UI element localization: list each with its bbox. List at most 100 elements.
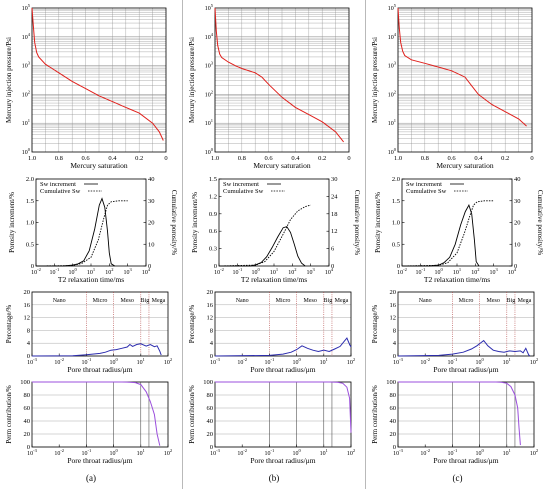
y-left-tick-label: 0.9 xyxy=(209,211,217,218)
y-tick-label: 4 xyxy=(27,340,31,347)
panel-label: (c) xyxy=(452,473,463,483)
x-tick-label: 10-2 xyxy=(54,448,64,457)
x-tick-label: 0.6 xyxy=(265,155,274,162)
x-tick-label: 104 xyxy=(508,267,517,276)
y-axis-title: Perm contribution/% xyxy=(371,385,379,444)
x-tick-label: 0.2 xyxy=(318,155,326,162)
legend-label-sw-increment: Sw increment xyxy=(223,181,259,188)
x-axis-title: T2 relaxation time/ms xyxy=(58,275,124,284)
x-tick-label: 10-2 xyxy=(31,267,41,276)
x-tick-label: 10-1 xyxy=(232,267,242,276)
panel-c: (c) 1.0 0.8 0.6 0.4 0.2 0 100 101 102 103 104 105 Me… xyxy=(366,0,549,489)
y-left-tick-label: 1.5 xyxy=(26,198,34,205)
x-tick-label: 0.2 xyxy=(135,155,143,162)
x-axis-title: T2 relaxation time/ms xyxy=(241,275,307,284)
pore-class-label: Big xyxy=(324,298,333,304)
x-tick-label: 10-2 xyxy=(237,357,247,366)
y-tick-label: 102 xyxy=(205,89,213,98)
y-left-tick-label: 1.5 xyxy=(209,176,217,183)
x-tick-label: 100 xyxy=(292,357,301,366)
y-tick-label: 104 xyxy=(22,32,31,41)
perm-contribution-curve xyxy=(398,381,521,446)
y-right-axis-title: Cumulative porosity/% xyxy=(170,190,178,255)
x-tick-label: 104 xyxy=(325,267,334,276)
panel-a: (a) 1.0 0.8 0.6 0.4 0.2 0 100 101 102 103 104 105 Me… xyxy=(0,0,183,489)
y-tick-label: 12 xyxy=(24,315,31,322)
plot-frame xyxy=(214,291,352,357)
pore-class-label: Mega xyxy=(152,298,166,304)
y-tick-label: 20 xyxy=(390,289,397,296)
y-tick-label: 0 xyxy=(393,353,396,360)
x-tick-label: 100 xyxy=(69,267,78,276)
y-tick-label: 20 xyxy=(207,289,214,296)
x-tick-label: 100 xyxy=(109,357,118,366)
y-tick-label: 16 xyxy=(24,302,31,309)
y-tick-label: 16 xyxy=(390,302,397,309)
y-right-tick-label: 24 xyxy=(331,193,338,200)
x-tick-label: 0.6 xyxy=(448,155,457,162)
x-tick-label: 10-1 xyxy=(415,267,425,276)
pore-class-label: Meso xyxy=(487,298,500,304)
y-axis-title: Percentage/% xyxy=(5,305,13,344)
plot-frame xyxy=(31,291,169,357)
plot-frame xyxy=(397,291,535,357)
y-left-tick-label: 0 xyxy=(397,263,400,270)
y-tick-label: 104 xyxy=(205,32,214,41)
perm-contribution-chart: 0 20 40 60 80 100 10-3 10-2 10-1 100 101 102 Perm co… xyxy=(371,379,538,465)
x-axis-title: Mercury saturation xyxy=(253,161,311,170)
y-tick-label: 105 xyxy=(388,3,397,12)
nmr-t2-chart: 10-210-110010110210310400.51.01.52.00102… xyxy=(374,176,544,284)
x-tick-label: 102 xyxy=(530,448,538,457)
plot-frame xyxy=(31,7,167,153)
y-tick-label: 100 xyxy=(205,147,214,156)
y-axis-title: Percentage/% xyxy=(371,305,379,344)
y-tick-label: 0 xyxy=(393,444,396,451)
sw-increment-curve xyxy=(402,203,480,267)
y-left-tick-label: 2.0 xyxy=(26,176,34,183)
y-left-tick-label: 0.6 xyxy=(209,228,218,235)
pore-class-label: Micro xyxy=(459,298,474,304)
y-tick-label: 80 xyxy=(24,392,31,399)
x-tick-label: 10-2 xyxy=(420,448,430,457)
x-axis-title: Pore throat radius/μm xyxy=(250,456,315,465)
pore-throat-percentage-chart: 0 4 8 12 16 20 Nano Micro Meso Big Mega 10-3 10-2 10-… xyxy=(371,289,538,374)
plot-frame xyxy=(214,7,350,153)
x-tick-label: 100 xyxy=(109,448,118,457)
x-tick-label: 0.6 xyxy=(82,155,91,162)
percentage-curve xyxy=(397,339,531,357)
x-tick-label: 10-2 xyxy=(420,357,430,366)
y-tick-label: 105 xyxy=(22,3,31,12)
sw-increment-curve xyxy=(36,197,116,267)
pore-class-label: Big xyxy=(141,298,150,304)
y-right-tick-label: 10 xyxy=(514,241,521,248)
y-tick-label: 100 xyxy=(22,147,31,156)
y-tick-label: 103 xyxy=(22,61,31,70)
y-right-tick-label: 30 xyxy=(148,198,155,205)
x-tick-label: 0.4 xyxy=(108,155,117,162)
x-axis-title: Pore throat radius/μm xyxy=(250,365,315,374)
x-tick-label: 103 xyxy=(124,267,133,276)
y-tick-label: 0 xyxy=(210,353,213,360)
y-tick-label: 20 xyxy=(207,431,214,438)
pore-class-label: Nano xyxy=(419,298,432,304)
x-tick-label: 100 xyxy=(475,357,484,366)
y-tick-label: 80 xyxy=(207,392,214,399)
y-left-tick-label: 0.5 xyxy=(392,241,400,248)
y-tick-label: 60 xyxy=(390,405,397,412)
x-tick-label: 101 xyxy=(87,267,95,276)
x-axis-title: Pore throat radius/μm xyxy=(433,456,498,465)
panel-chart: 1.0 0.8 0.6 0.4 0.2 0100101102103104105Mercur… xyxy=(371,3,544,465)
y-tick-label: 4 xyxy=(210,340,214,347)
x-tick-label: 1.0 xyxy=(394,155,402,162)
panel-label: (a) xyxy=(86,473,96,483)
y-left-tick-label: 1.5 xyxy=(392,198,400,205)
cumulative-sw-curve xyxy=(35,200,128,267)
y-right-tick-label: 18 xyxy=(331,211,338,218)
y-right-tick-label: 6 xyxy=(331,246,335,253)
y-tick-label: 40 xyxy=(24,418,31,425)
perm-contribution-chart: 0 20 40 60 80 100 10-3 10-2 10-1 100 101 102 Perm co… xyxy=(5,379,172,465)
y-axis-title: Percentage/% xyxy=(188,305,196,344)
y-right-tick-label: 12 xyxy=(331,228,338,235)
y-right-tick-label: 40 xyxy=(148,176,155,183)
pore-class-label: Big xyxy=(507,298,516,304)
